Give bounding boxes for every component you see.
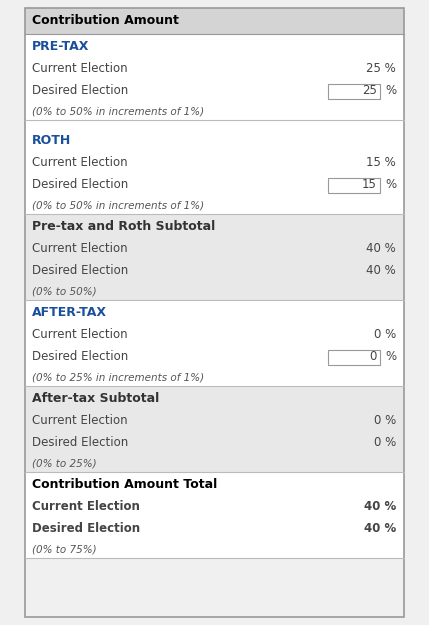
Text: (0% to 25% in increments of 1%): (0% to 25% in increments of 1%): [32, 372, 204, 382]
Text: ROTH: ROTH: [32, 134, 71, 146]
Text: 25 %: 25 %: [366, 62, 396, 76]
Text: 0 %: 0 %: [374, 414, 396, 428]
Bar: [25, 472, 404, 558]
Bar: [328, 177, 380, 192]
Text: Desired Election: Desired Election: [32, 351, 128, 364]
Text: (0% to 50% in increments of 1%): (0% to 50% in increments of 1%): [32, 200, 204, 210]
Text: (0% to 75%): (0% to 75%): [32, 544, 97, 554]
Bar: [328, 349, 380, 364]
Bar: [25, 214, 404, 300]
Bar: [25, 128, 404, 214]
Text: 0 %: 0 %: [374, 436, 396, 449]
Bar: [25, 34, 404, 120]
Bar: [25, 386, 404, 472]
Text: Pre-tax and Roth Subtotal: Pre-tax and Roth Subtotal: [32, 219, 215, 232]
Text: %: %: [385, 351, 396, 364]
Text: (0% to 50%): (0% to 50%): [32, 286, 97, 296]
Text: 15 %: 15 %: [366, 156, 396, 169]
Text: 40 %: 40 %: [366, 242, 396, 256]
Bar: [25, 8, 404, 34]
Text: Current Election: Current Election: [32, 62, 127, 76]
Text: AFTER-TAX: AFTER-TAX: [32, 306, 107, 319]
Text: Desired Election: Desired Election: [32, 84, 128, 98]
Text: Contribution Amount Total: Contribution Amount Total: [32, 478, 217, 491]
Text: Current Election: Current Election: [32, 242, 127, 256]
Text: 25: 25: [362, 84, 377, 98]
Text: Current Election: Current Election: [32, 329, 127, 341]
Bar: [25, 300, 404, 386]
Text: Desired Election: Desired Election: [32, 436, 128, 449]
Bar: [25, 120, 404, 128]
Text: Desired Election: Desired Election: [32, 522, 140, 536]
Text: %: %: [385, 179, 396, 191]
Text: (0% to 25%): (0% to 25%): [32, 458, 97, 468]
Text: 0: 0: [370, 351, 377, 364]
Text: 40 %: 40 %: [364, 501, 396, 514]
Text: Desired Election: Desired Election: [32, 264, 128, 278]
Text: Contribution Amount: Contribution Amount: [32, 14, 179, 28]
Text: Desired Election: Desired Election: [32, 179, 128, 191]
Text: %: %: [385, 84, 396, 98]
Text: 40 %: 40 %: [364, 522, 396, 536]
Text: Current Election: Current Election: [32, 156, 127, 169]
Text: 15: 15: [362, 179, 377, 191]
Text: Current Election: Current Election: [32, 501, 140, 514]
Text: PRE-TAX: PRE-TAX: [32, 39, 89, 52]
Text: 40 %: 40 %: [366, 264, 396, 278]
Text: Current Election: Current Election: [32, 414, 127, 428]
Text: After-tax Subtotal: After-tax Subtotal: [32, 391, 159, 404]
Bar: [25, 8, 404, 617]
Text: 0 %: 0 %: [374, 329, 396, 341]
Text: (0% to 50% in increments of 1%): (0% to 50% in increments of 1%): [32, 106, 204, 116]
Bar: [328, 84, 380, 99]
